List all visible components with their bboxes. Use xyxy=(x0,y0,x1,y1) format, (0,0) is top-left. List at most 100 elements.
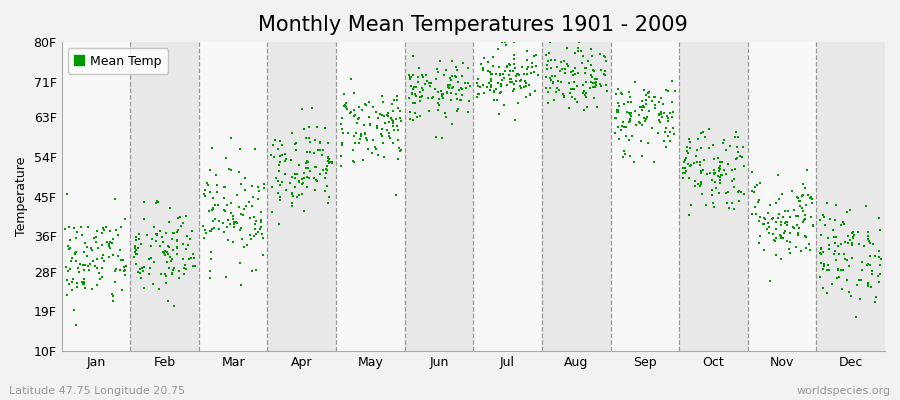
Point xyxy=(159,273,174,279)
Point xyxy=(737,191,751,198)
Point xyxy=(822,246,836,252)
Point xyxy=(320,167,334,173)
Point xyxy=(640,90,654,97)
Point xyxy=(578,92,592,99)
Point xyxy=(131,245,146,251)
Point xyxy=(204,207,219,213)
Point xyxy=(702,144,716,151)
Point xyxy=(589,82,603,88)
Point xyxy=(500,82,515,88)
Point xyxy=(131,236,146,242)
Point xyxy=(69,235,84,242)
Point xyxy=(444,90,458,97)
Point xyxy=(422,80,436,87)
Point xyxy=(501,61,516,68)
Point xyxy=(389,116,403,122)
Point xyxy=(801,192,815,198)
Point xyxy=(103,228,117,234)
Point xyxy=(334,121,348,128)
Point xyxy=(799,245,814,251)
Point xyxy=(391,105,405,111)
Point xyxy=(217,184,231,190)
Point xyxy=(103,239,117,245)
Point xyxy=(107,196,122,202)
Bar xyxy=(680,42,748,351)
Point xyxy=(554,66,569,72)
Point xyxy=(102,242,116,249)
Point xyxy=(301,165,315,171)
Point xyxy=(506,68,520,74)
Point xyxy=(436,91,450,97)
Point xyxy=(302,139,317,146)
Point xyxy=(230,192,244,198)
Point xyxy=(758,215,772,222)
Point xyxy=(553,67,567,74)
Point xyxy=(439,66,454,73)
Point xyxy=(797,211,812,218)
Point xyxy=(273,194,287,200)
Point xyxy=(369,108,383,115)
Point xyxy=(579,94,593,100)
Point xyxy=(94,255,109,261)
Point xyxy=(641,140,655,146)
Point xyxy=(92,270,106,276)
Point xyxy=(816,212,831,218)
Point xyxy=(135,265,149,272)
Point xyxy=(321,158,336,164)
Point xyxy=(519,83,534,89)
Point xyxy=(90,264,104,271)
Point xyxy=(831,265,845,272)
Point xyxy=(378,119,392,126)
Point xyxy=(482,80,496,87)
Point xyxy=(495,77,509,83)
Point xyxy=(65,278,79,285)
Point xyxy=(245,203,259,210)
Point xyxy=(681,161,696,168)
Point xyxy=(539,52,554,58)
Point xyxy=(494,82,508,89)
Point xyxy=(791,230,806,236)
Point xyxy=(353,136,367,142)
Point xyxy=(493,90,508,96)
Point xyxy=(393,108,408,115)
Point xyxy=(539,62,554,68)
Point xyxy=(726,206,741,213)
Point xyxy=(231,203,246,210)
Point xyxy=(500,64,514,71)
Point xyxy=(486,97,500,103)
Point xyxy=(765,231,779,238)
Point xyxy=(147,259,161,265)
Point xyxy=(220,217,235,224)
Point xyxy=(300,149,314,156)
Point xyxy=(197,191,211,197)
Point xyxy=(412,64,427,71)
Point xyxy=(711,190,725,196)
Point xyxy=(862,262,877,268)
Point xyxy=(211,182,225,188)
Point xyxy=(310,124,324,130)
Point xyxy=(814,244,828,251)
Point xyxy=(694,130,708,136)
Point xyxy=(483,82,498,88)
Point xyxy=(87,235,102,241)
Point xyxy=(716,137,731,143)
Point xyxy=(851,229,866,236)
Point xyxy=(779,219,794,226)
Point xyxy=(181,242,195,248)
Point xyxy=(575,60,590,66)
Point xyxy=(160,249,175,255)
Point xyxy=(647,104,662,111)
Point xyxy=(220,155,234,161)
Point xyxy=(642,108,656,114)
Point xyxy=(346,158,360,164)
Point xyxy=(374,133,389,140)
Point xyxy=(350,120,365,127)
Point xyxy=(583,72,598,78)
Point xyxy=(615,90,629,97)
Point xyxy=(297,126,311,132)
Point xyxy=(642,89,656,96)
Point xyxy=(352,104,366,111)
Point xyxy=(483,87,498,93)
Bar xyxy=(542,42,610,351)
Point xyxy=(472,90,487,97)
